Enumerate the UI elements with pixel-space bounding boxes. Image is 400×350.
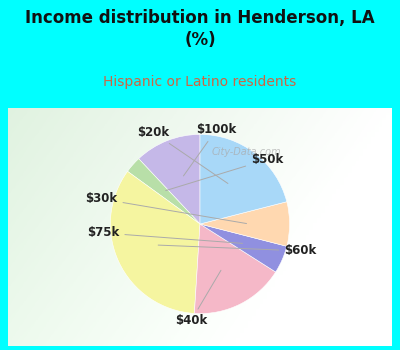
Wedge shape	[128, 159, 200, 224]
Wedge shape	[200, 202, 290, 246]
Text: $40k: $40k	[175, 270, 221, 327]
Text: $60k: $60k	[158, 244, 316, 257]
Text: $30k: $30k	[85, 193, 246, 224]
Wedge shape	[200, 224, 287, 272]
Wedge shape	[139, 134, 200, 224]
Text: $75k: $75k	[87, 226, 242, 243]
Text: $20k: $20k	[137, 126, 228, 183]
Wedge shape	[110, 172, 200, 313]
Wedge shape	[200, 134, 287, 224]
Text: City-Data.com: City-Data.com	[211, 147, 281, 157]
Text: $50k: $50k	[166, 153, 283, 191]
Text: $100k: $100k	[184, 124, 236, 176]
Wedge shape	[194, 224, 276, 314]
Text: Income distribution in Henderson, LA
(%): Income distribution in Henderson, LA (%)	[25, 9, 375, 49]
Text: Hispanic or Latino residents: Hispanic or Latino residents	[103, 75, 297, 89]
